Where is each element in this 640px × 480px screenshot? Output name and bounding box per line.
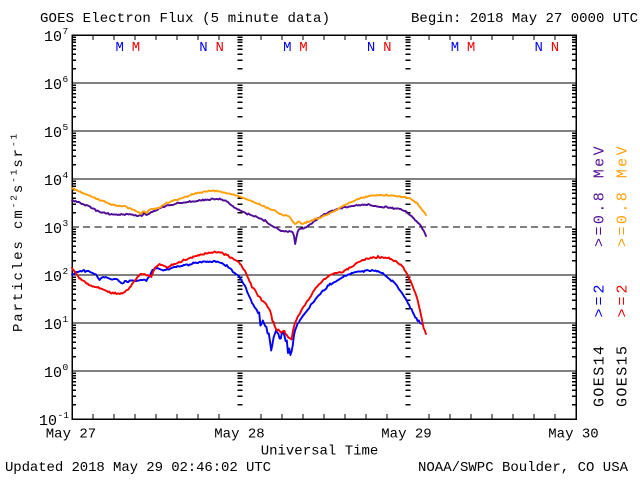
svg-text:N: N <box>535 40 543 56</box>
svg-text:>=2: >=2 <box>615 281 632 317</box>
svg-text:NOAA/SWPC Boulder, CO USA: NOAA/SWPC Boulder, CO USA <box>418 460 629 476</box>
svg-text:M: M <box>467 40 475 56</box>
svg-text:10: 10 <box>44 365 62 382</box>
svg-text:Universal Time: Universal Time <box>261 444 379 460</box>
svg-text:May 27: May 27 <box>46 427 96 443</box>
svg-text:May 30: May 30 <box>548 427 598 443</box>
svg-text:N: N <box>216 40 224 56</box>
svg-text:N: N <box>367 40 375 56</box>
svg-text:M: M <box>116 40 124 56</box>
svg-text:>=0.8 MeV: >=0.8 MeV <box>592 144 609 247</box>
svg-text:M: M <box>283 40 291 56</box>
svg-text:Begin: 2018 May 27 0000 UTC: Begin: 2018 May 27 0000 UTC <box>411 11 638 27</box>
svg-text:6: 6 <box>63 74 69 85</box>
svg-text:Particles cm-2s-1sr-1: Particles cm-2s-1sr-1 <box>9 132 28 332</box>
svg-text:10: 10 <box>44 173 62 190</box>
svg-text:May 29: May 29 <box>381 427 431 443</box>
svg-text:10: 10 <box>44 125 62 142</box>
svg-text:Updated 2018 May 29 02:46:02 U: Updated 2018 May 29 02:46:02 UTC <box>5 460 271 476</box>
svg-text:GOES14: GOES14 <box>592 345 609 407</box>
svg-text:M: M <box>451 40 459 56</box>
svg-text:2: 2 <box>63 266 69 277</box>
svg-text:M: M <box>132 40 140 56</box>
svg-text:N: N <box>383 40 391 56</box>
svg-text:5: 5 <box>63 122 69 133</box>
svg-text:10: 10 <box>44 317 62 334</box>
svg-text:May 28: May 28 <box>214 427 264 443</box>
svg-text:N: N <box>551 40 559 56</box>
svg-text:>=2: >=2 <box>592 281 609 317</box>
svg-text:GOES Electron Flux (5 minute d: GOES Electron Flux (5 minute data) <box>40 11 330 27</box>
svg-text:10: 10 <box>44 77 62 94</box>
svg-text:1: 1 <box>63 314 69 325</box>
svg-text:M: M <box>299 40 307 56</box>
svg-text:N: N <box>199 40 207 56</box>
svg-text:GOES15: GOES15 <box>615 345 632 407</box>
svg-text:0: 0 <box>63 362 69 373</box>
svg-text:>=0.8 MeV: >=0.8 MeV <box>615 144 632 247</box>
svg-text:3: 3 <box>63 218 69 229</box>
svg-text:10: 10 <box>44 269 62 286</box>
svg-text:4: 4 <box>63 170 69 181</box>
svg-text:10: 10 <box>44 29 62 46</box>
svg-text:7: 7 <box>63 26 69 37</box>
svg-text:-1: -1 <box>58 410 70 421</box>
svg-text:10: 10 <box>39 413 57 430</box>
svg-text:10: 10 <box>44 221 62 238</box>
